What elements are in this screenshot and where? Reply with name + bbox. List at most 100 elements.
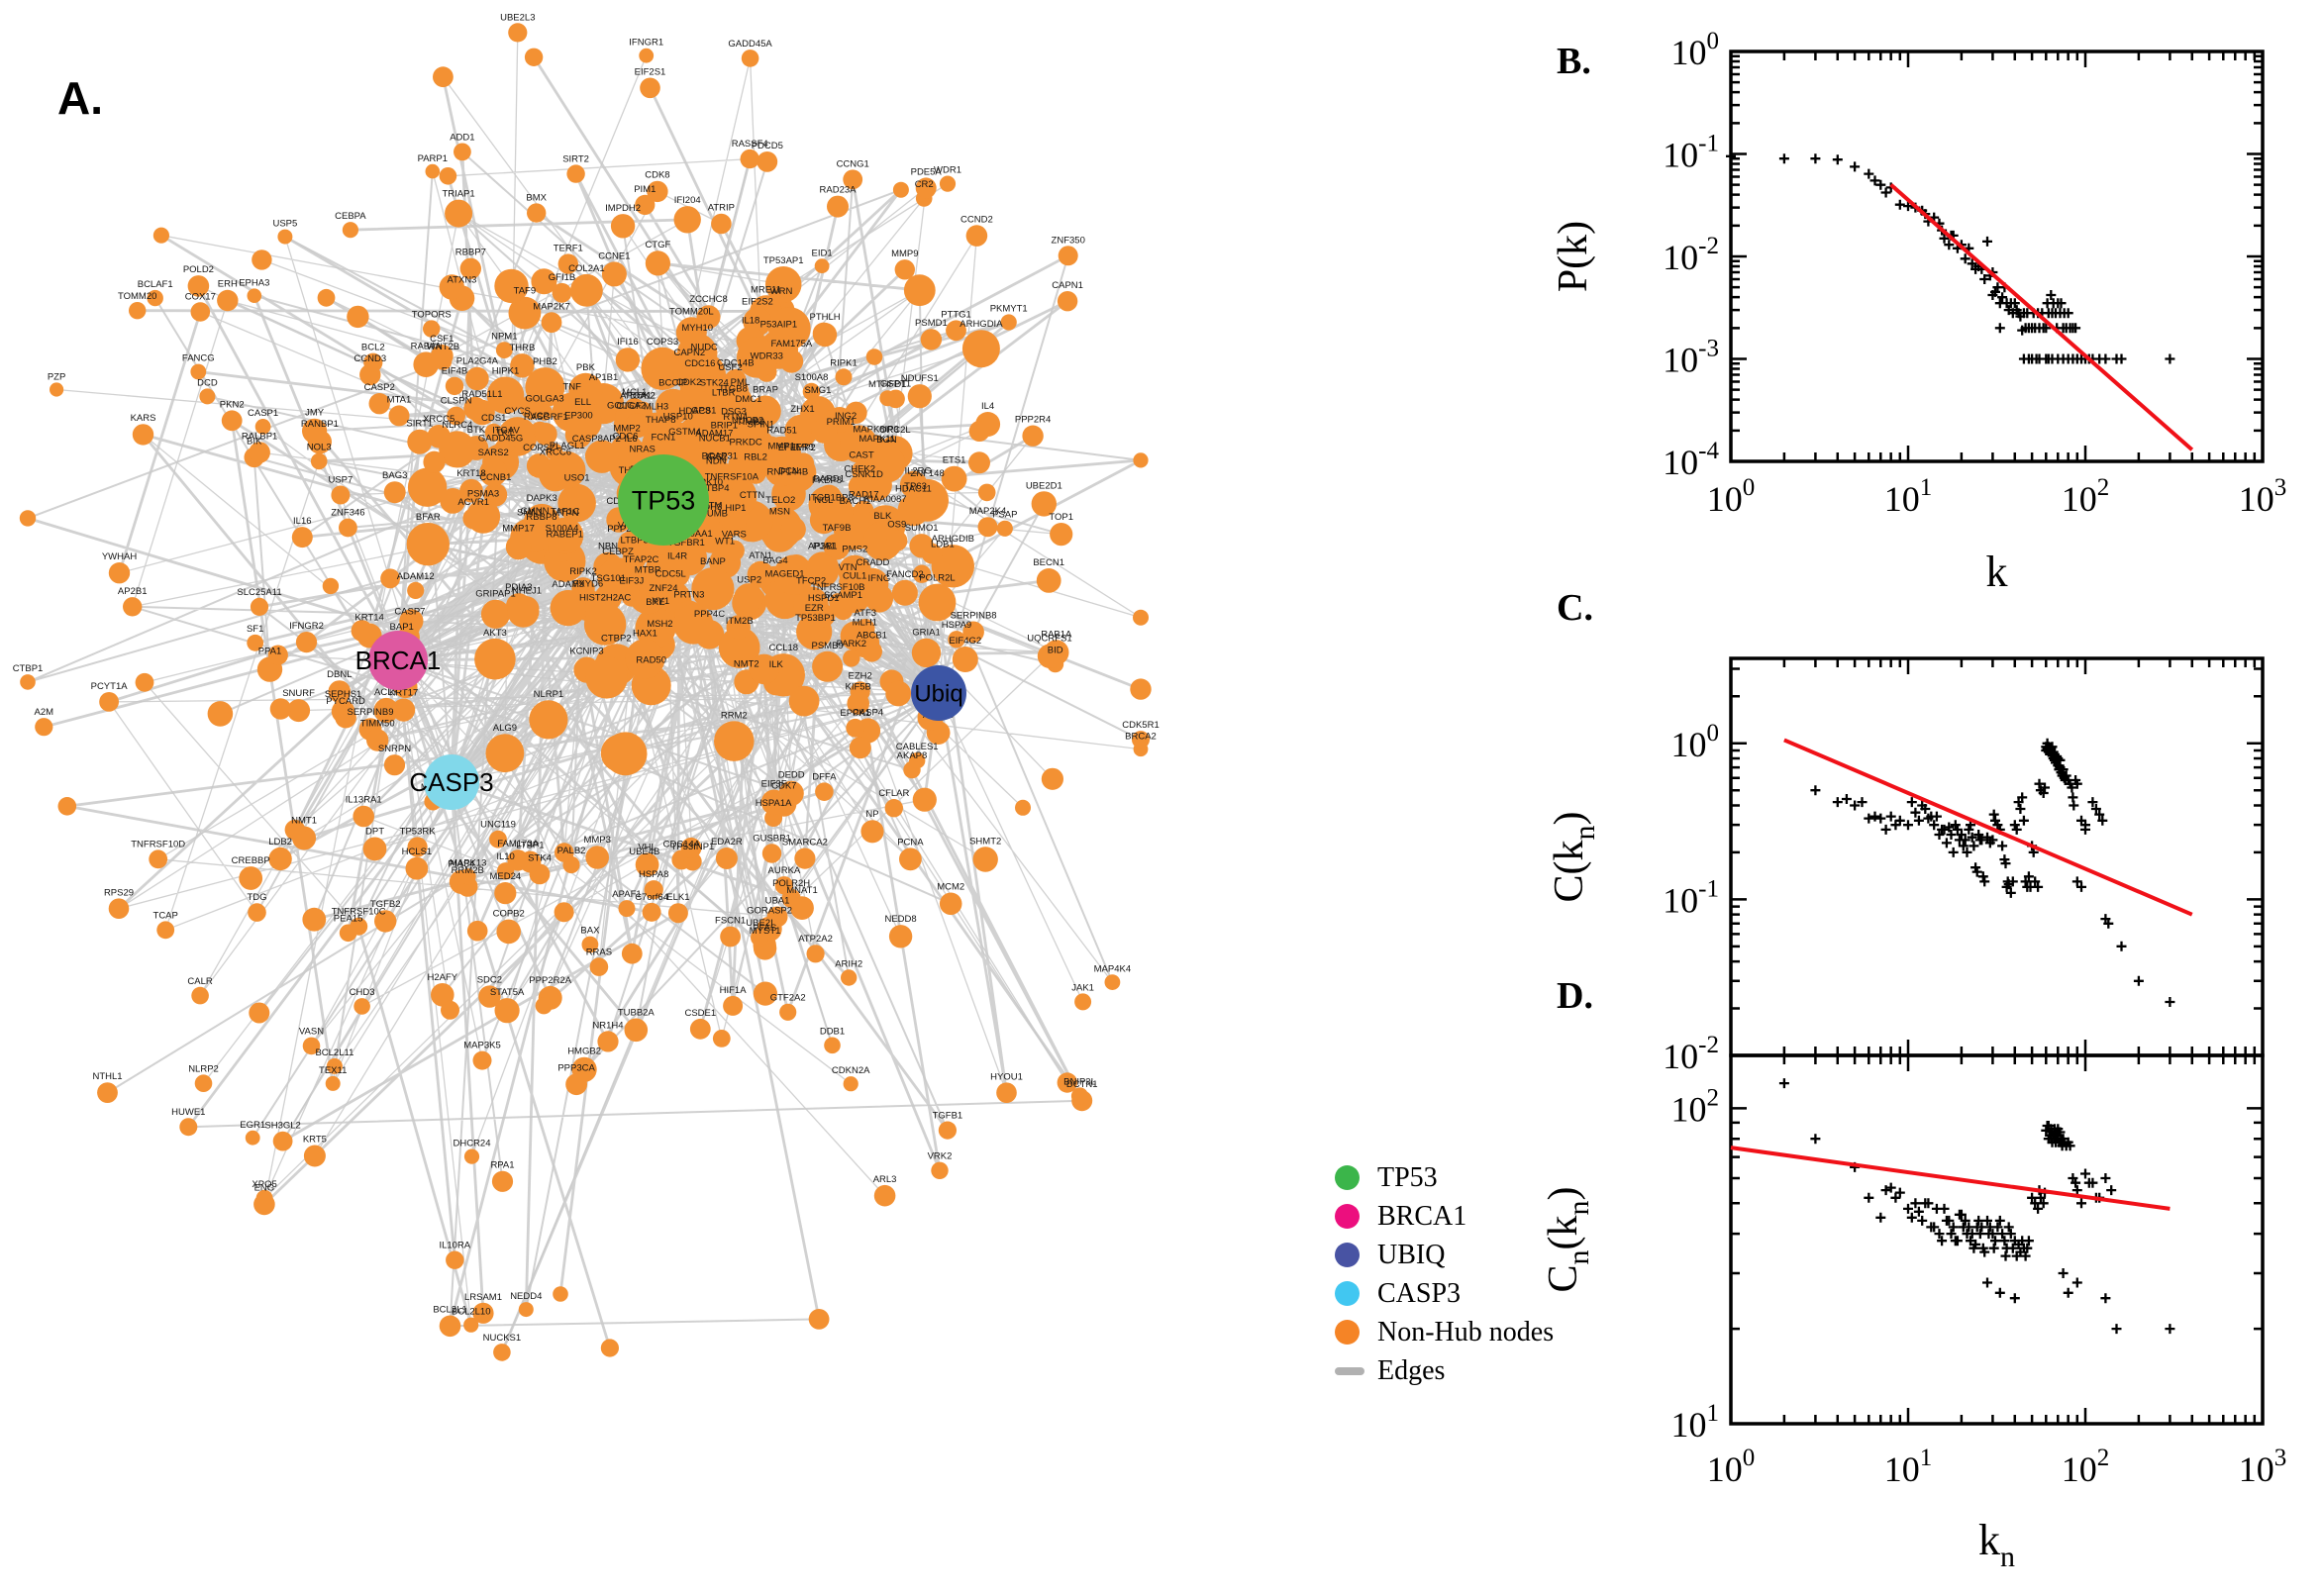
network-node bbox=[123, 597, 143, 617]
network-node bbox=[899, 848, 922, 871]
network-node bbox=[494, 882, 517, 905]
network-node bbox=[439, 274, 464, 300]
network-node bbox=[269, 698, 292, 720]
network-node-label: FXYD6 bbox=[573, 579, 604, 590]
network-node bbox=[723, 540, 745, 561]
network-node-label: MNAT1 bbox=[786, 885, 818, 896]
network-node bbox=[618, 900, 636, 918]
network-node bbox=[996, 520, 1013, 537]
network-node-label: TNFRSF10C bbox=[332, 907, 386, 918]
network-node-label: GOLGA2 bbox=[607, 401, 646, 412]
network-node bbox=[147, 289, 163, 307]
network-node-label: NLRC4 bbox=[442, 420, 472, 431]
network-node bbox=[1074, 993, 1092, 1011]
network-node bbox=[239, 866, 263, 890]
network-node bbox=[570, 273, 603, 307]
network-node-label: HSPA1A bbox=[756, 798, 792, 809]
network-node bbox=[474, 638, 516, 680]
hub-node-brca1 bbox=[368, 631, 428, 690]
network-node bbox=[1031, 491, 1058, 517]
network-node-label: GUSBP1 bbox=[753, 833, 791, 844]
network-node bbox=[912, 564, 932, 583]
network-node-label: GRIA1 bbox=[912, 628, 941, 639]
network-node-label: PSMB9 bbox=[811, 641, 843, 651]
network-node-label: IL2RG bbox=[904, 466, 931, 477]
network-node bbox=[811, 418, 838, 444]
network-node-label: CAST bbox=[849, 449, 874, 460]
network-node-label: CCND2 bbox=[960, 214, 993, 225]
network-node bbox=[1132, 731, 1150, 749]
network-node-label: NTHL1 bbox=[92, 1071, 122, 1082]
network-node bbox=[656, 420, 675, 439]
network-node-label: RBL2 bbox=[744, 452, 767, 463]
network-node-label: SNURF bbox=[282, 688, 315, 699]
network-node-label: SARS2 bbox=[478, 448, 509, 458]
network-node-label: HSPA9 bbox=[942, 620, 971, 631]
network-node-label: IFNGR1 bbox=[629, 38, 663, 49]
network-node-label: ELK1 bbox=[666, 892, 689, 903]
network-node-label: ALG9 bbox=[493, 723, 517, 734]
network-node bbox=[194, 1074, 213, 1092]
network-node-label: KARS bbox=[131, 413, 156, 424]
network-node bbox=[557, 483, 596, 523]
network-node-label: IMPDH2 bbox=[605, 203, 641, 214]
network-node bbox=[459, 257, 481, 279]
network-node bbox=[108, 898, 130, 919]
network-node-label: ETS1 bbox=[943, 455, 966, 466]
network-node-label: CSNK1D bbox=[845, 469, 883, 480]
network-node bbox=[454, 143, 471, 161]
network-node bbox=[715, 848, 738, 869]
network-node bbox=[718, 627, 760, 668]
network-node bbox=[1022, 425, 1044, 447]
network-node bbox=[806, 945, 825, 963]
network-node bbox=[484, 423, 503, 442]
network-node bbox=[806, 554, 840, 588]
network-node-label: TAF1C bbox=[551, 507, 580, 518]
network-node-label: BCAP31 bbox=[702, 451, 738, 462]
chart-b-frame bbox=[1729, 50, 2265, 463]
network-node bbox=[589, 957, 609, 976]
network-node-label: CDK5R1 bbox=[1122, 720, 1160, 731]
network-node bbox=[267, 645, 288, 665]
network-node-label: DBNL bbox=[327, 669, 352, 680]
network-node bbox=[682, 362, 699, 380]
network-node-label: ATXN3 bbox=[448, 274, 477, 285]
network-node bbox=[472, 1302, 494, 1324]
network-node bbox=[129, 302, 147, 320]
network-node bbox=[480, 599, 511, 629]
network-node-label: LDB2 bbox=[268, 837, 292, 848]
network-node bbox=[849, 737, 871, 759]
network-node-label: NLRP2 bbox=[188, 1063, 219, 1074]
network-node-label: ITGB8 bbox=[720, 384, 747, 395]
network-node bbox=[666, 390, 690, 414]
network-node bbox=[843, 169, 863, 190]
chart-c-y-axis-title: C(kn) bbox=[1547, 812, 1601, 903]
network-node-label: SUMO1 bbox=[905, 523, 939, 534]
network-node-label: NMT1 bbox=[291, 816, 317, 827]
legend-item-tp53: TP53 bbox=[1335, 1158, 1554, 1197]
network-node-label: BCL2L11 bbox=[315, 1047, 354, 1058]
network-node-label: EIF3F bbox=[761, 779, 787, 790]
network-node bbox=[149, 849, 168, 869]
network-node-label: MMP3 bbox=[583, 835, 610, 846]
network-node-label: HIST2H2AC bbox=[579, 592, 631, 603]
network-node-label: ERH bbox=[218, 279, 238, 290]
network-node-label: POLR2H bbox=[772, 878, 810, 889]
network-node-label: UBE4B bbox=[629, 847, 659, 857]
network-node-label: GORASP2 bbox=[747, 906, 792, 917]
legend-casp3-label: CASP3 bbox=[1377, 1277, 1462, 1309]
network-node bbox=[939, 175, 957, 192]
network-node bbox=[585, 656, 628, 699]
network-node-label: SMARCA2 bbox=[782, 838, 828, 848]
network-node-label: NR1H4 bbox=[592, 1020, 623, 1031]
network-node-label: THRB bbox=[509, 343, 535, 353]
network-node-label: ITGB1BP3 bbox=[808, 493, 853, 504]
chart-b-fit-line bbox=[1889, 183, 2194, 451]
network-node-label: DDB1 bbox=[820, 1027, 845, 1038]
network-node-label: ING2 bbox=[835, 411, 857, 422]
network-node-label: PHB2 bbox=[533, 356, 557, 367]
chart-c-ticks bbox=[1729, 658, 2265, 1057]
network-node bbox=[465, 366, 489, 391]
network-node bbox=[860, 641, 883, 662]
network-node bbox=[761, 844, 782, 863]
